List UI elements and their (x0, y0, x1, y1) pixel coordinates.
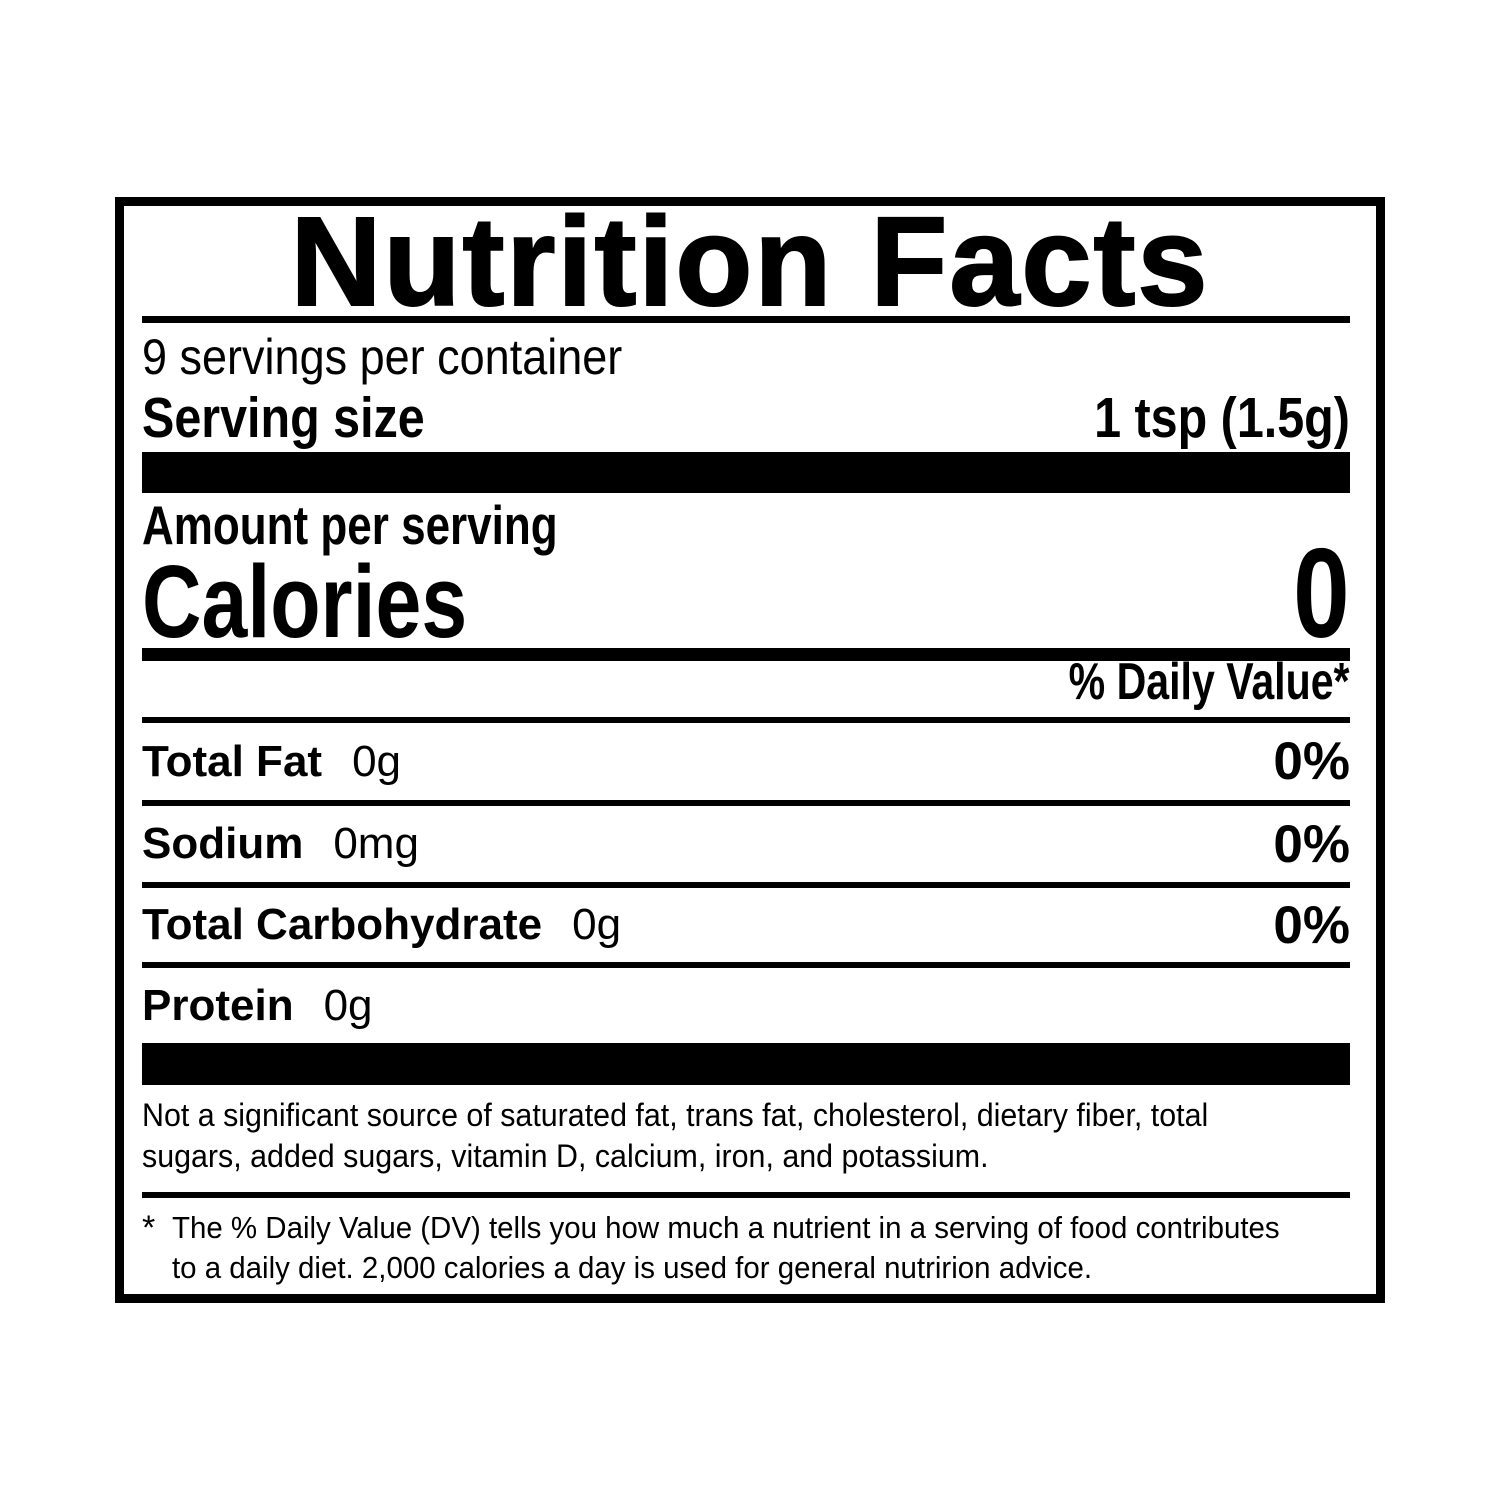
thick-divider-bottom (142, 1043, 1350, 1085)
nutrient-daily-value: 0% (1273, 732, 1350, 791)
footnote-asterisk: * (142, 1209, 156, 1247)
nutrient-name: Sodium (142, 819, 304, 868)
thin-divider (142, 800, 1350, 806)
thin-divider (142, 1192, 1350, 1198)
thin-divider (142, 962, 1350, 968)
nutrient-row-total-fat: Total Fat 0g 0% (142, 723, 1350, 800)
servings-per-container: 9 servings per container (142, 328, 1350, 386)
title-divider (142, 316, 1350, 323)
calories-label: Calories (142, 544, 468, 659)
nutrient-name: Total Carbohydrate (142, 900, 543, 949)
calories-divider (142, 648, 1350, 661)
servings-per-container-text: 9 servings per container (142, 329, 623, 385)
nutrition-facts-title: Nutrition Facts (289, 191, 1210, 332)
serving-size-row: Serving size 1 tsp (1.5g) (142, 386, 1350, 450)
thin-divider (142, 717, 1350, 723)
nutrient-row-protein: Protein 0g (142, 968, 1350, 1043)
nutrient-amount: 0g (352, 736, 402, 786)
nutrient-amount: 0mg (333, 819, 419, 868)
daily-value-header-text: % Daily Value* (1069, 653, 1350, 711)
nutrition-label: Nutrition Facts 9 servings per container… (115, 197, 1385, 1303)
serving-size-value: 1 tsp (1.5g) (1094, 386, 1350, 450)
not-significant-line-2: sugars, added sugars, vitamin D, calcium… (142, 1138, 989, 1174)
amount-per-serving: Amount per serving (142, 494, 1350, 556)
daily-value-footnote: * The % Daily Value (DV) tells you how m… (142, 1208, 1350, 1288)
amount-per-serving-text: Amount per serving (142, 494, 558, 556)
serving-size-label: Serving size (142, 386, 425, 450)
nutrient-name: Total Fat (142, 736, 323, 786)
calories-row: Calories 0 (142, 522, 1350, 664)
nutrient-row-sodium: Sodium 0mg 0% (142, 806, 1350, 882)
nutrient-amount: 0g (323, 980, 373, 1030)
footnote-line-1: The % Daily Value (DV) tells you how muc… (172, 1210, 1280, 1245)
daily-value-header: % Daily Value* (142, 653, 1350, 711)
thick-divider-top (142, 452, 1350, 493)
nutrient-daily-value: 0% (1273, 814, 1350, 874)
nutrient-daily-value: 0% (1273, 895, 1350, 955)
nutrient-amount: 0g (572, 900, 622, 949)
footnote-line-2: to a daily diet. 2,000 calories a day is… (172, 1250, 1093, 1285)
nutrient-row-total-carbohydrate: Total Carbohydrate 0g 0% (142, 888, 1350, 962)
not-significant-line-1: Not a significant source of saturated fa… (142, 1097, 1209, 1133)
thin-divider (142, 882, 1350, 888)
calories-value: 0 (1293, 522, 1350, 664)
nutrient-name: Protein (142, 980, 294, 1030)
not-significant-note: Not a significant source of saturated fa… (142, 1095, 1350, 1177)
